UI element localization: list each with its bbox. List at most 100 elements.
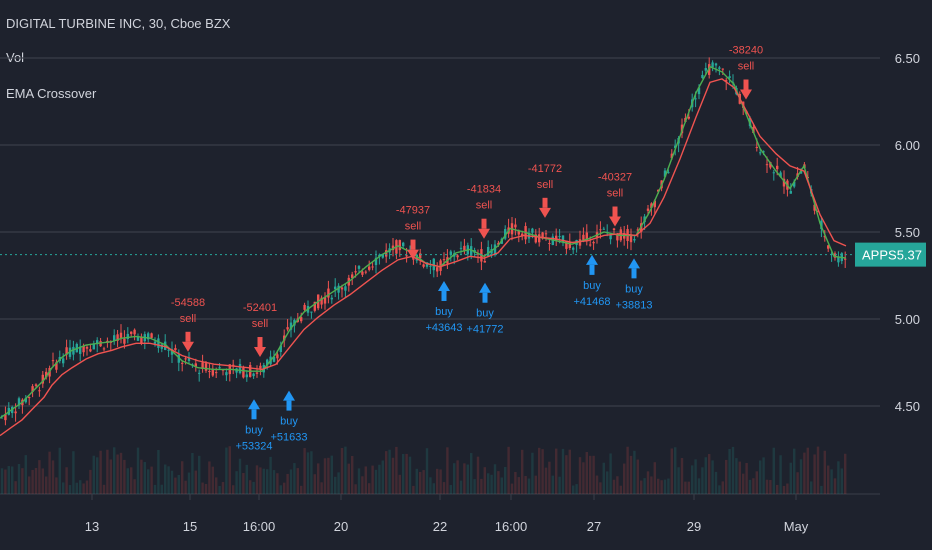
volume-bar xyxy=(765,479,769,494)
candle-body xyxy=(385,250,388,257)
volume-bar xyxy=(548,461,551,494)
volume-bar xyxy=(405,453,408,494)
candle-body xyxy=(174,348,177,351)
volume-bar xyxy=(48,451,51,494)
volume-bar xyxy=(827,465,830,494)
candle-body xyxy=(119,332,123,338)
volume-bar xyxy=(470,453,473,494)
volume-bar xyxy=(507,446,510,494)
volume-bar xyxy=(497,471,500,494)
volume-bar xyxy=(150,466,153,494)
candle-body xyxy=(204,363,208,371)
sell-signal-value: -41834 xyxy=(467,184,501,196)
candle-body xyxy=(364,271,367,273)
candle-body xyxy=(361,271,364,275)
candle-body xyxy=(483,260,486,263)
volume-bar xyxy=(779,455,782,494)
volume-bar xyxy=(408,456,412,494)
volume-bar xyxy=(680,458,684,494)
volume-bar xyxy=(79,480,82,494)
sell-signal-label: sell xyxy=(476,200,493,212)
candle-body xyxy=(568,241,571,249)
volume-bar xyxy=(143,462,146,494)
sell-signal-value: -41772 xyxy=(528,163,562,175)
candle-body xyxy=(357,266,361,269)
volume-bar xyxy=(534,475,537,494)
buy-arrow-stem xyxy=(251,409,257,420)
candle-body xyxy=(334,286,337,290)
volume-bar xyxy=(810,481,813,494)
volume-bar xyxy=(793,448,796,494)
buy-signal-label: buy xyxy=(583,280,601,292)
candle-body xyxy=(650,203,653,208)
candle-body xyxy=(238,364,242,374)
buy-arrow-stem xyxy=(631,268,637,279)
sell-arrow-stem xyxy=(612,206,618,217)
volume-bar xyxy=(357,468,361,494)
candle-body xyxy=(599,229,602,231)
candle-body xyxy=(429,265,432,267)
volume-bar xyxy=(646,471,650,494)
volume-bar xyxy=(704,457,707,494)
sell-signal-value: -38240 xyxy=(729,45,763,57)
sell-signal-value: -54588 xyxy=(171,297,205,309)
volume-bar xyxy=(721,481,724,494)
volume-bar xyxy=(674,447,677,494)
volume-bar xyxy=(599,482,602,494)
candle-body xyxy=(456,255,459,258)
candle-body xyxy=(215,372,218,374)
volume-bar xyxy=(106,449,109,494)
candle-body xyxy=(398,240,401,251)
volume-bar xyxy=(602,462,605,494)
sell-signal-value: -40327 xyxy=(598,172,632,184)
candle-body xyxy=(85,346,89,349)
candle-body xyxy=(565,240,568,249)
candle-body xyxy=(116,334,119,341)
y-tick-label: 6.50 xyxy=(895,51,920,66)
volume-bar xyxy=(816,446,820,494)
candle-body xyxy=(701,74,704,78)
volume-bar xyxy=(123,459,126,494)
buy-signal-value: +41772 xyxy=(466,324,503,336)
candle-body xyxy=(293,319,296,326)
volume-bar xyxy=(684,481,687,494)
volume-bar xyxy=(697,478,701,494)
volume-bar xyxy=(211,466,214,494)
y-tick-label: 4.50 xyxy=(895,399,920,414)
volume-bar xyxy=(34,467,38,494)
volume-bar xyxy=(776,484,779,494)
candle-body xyxy=(633,239,636,241)
volume-bar xyxy=(419,471,422,494)
candle-body xyxy=(89,349,92,352)
volume-bar xyxy=(252,481,255,494)
volume-bar xyxy=(456,460,459,494)
candle-body xyxy=(752,126,755,134)
sell-arrow-stem xyxy=(743,79,749,90)
volume-bar xyxy=(840,468,843,494)
volume-bar xyxy=(640,480,643,494)
candle-body xyxy=(31,386,34,392)
candle-body xyxy=(313,301,316,311)
volume-bar xyxy=(187,472,191,494)
buy-arrow-stem xyxy=(441,290,447,301)
volume-bar xyxy=(691,465,694,494)
volume-bar xyxy=(837,461,840,494)
candle-body xyxy=(303,304,306,310)
volume-bar xyxy=(317,463,320,494)
volume-bar xyxy=(245,464,248,494)
volume-bar xyxy=(453,463,456,494)
candle-body xyxy=(381,254,384,258)
candle-body xyxy=(82,346,85,353)
ema-crossover-indicator-label[interactable]: EMA Crossover xyxy=(6,86,97,101)
candle-body xyxy=(592,242,595,244)
volume-bar xyxy=(102,484,106,494)
volume-bar xyxy=(517,477,520,494)
candle-body xyxy=(776,165,779,170)
volume-bar xyxy=(153,484,157,494)
volume-bar xyxy=(7,466,10,494)
volume-bar xyxy=(85,480,89,494)
volume-bar xyxy=(354,484,357,494)
volume-bar xyxy=(82,483,85,494)
volume-bar xyxy=(381,460,384,494)
